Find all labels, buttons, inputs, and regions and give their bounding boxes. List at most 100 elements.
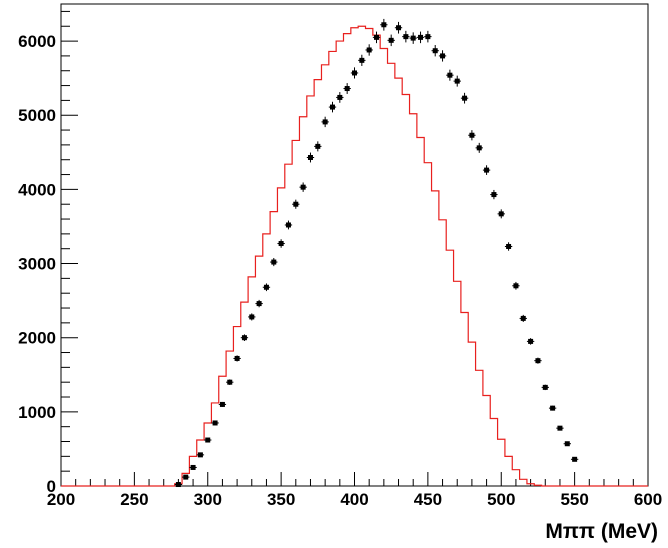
x-tick-label: 250 bbox=[120, 490, 148, 509]
data-point bbox=[285, 221, 292, 230]
data-marker bbox=[374, 35, 379, 40]
data-point bbox=[263, 283, 270, 291]
data-marker bbox=[477, 145, 482, 150]
data-marker bbox=[389, 38, 394, 43]
data-marker bbox=[440, 53, 445, 58]
data-marker bbox=[323, 119, 328, 124]
data-point bbox=[255, 300, 262, 307]
data-marker bbox=[271, 260, 276, 265]
data-marker bbox=[528, 339, 533, 344]
data-marker bbox=[484, 168, 489, 173]
data-marker bbox=[381, 22, 386, 27]
data-point bbox=[336, 92, 343, 103]
data-point bbox=[358, 55, 365, 66]
y-tick-label: 5000 bbox=[18, 106, 56, 125]
y-tick-label: 3000 bbox=[18, 255, 56, 274]
data-point bbox=[461, 93, 468, 104]
data-point bbox=[321, 117, 328, 127]
data-marker bbox=[411, 36, 416, 41]
data-point bbox=[204, 438, 211, 443]
data-marker bbox=[359, 58, 364, 63]
data-marker bbox=[396, 25, 401, 30]
x-tick-label: 500 bbox=[487, 490, 515, 509]
data-point bbox=[373, 32, 380, 44]
data-point bbox=[483, 165, 490, 175]
data-point bbox=[233, 355, 240, 361]
data-point bbox=[549, 406, 556, 411]
data-point bbox=[292, 200, 299, 209]
data-marker bbox=[345, 86, 350, 91]
data-point bbox=[564, 441, 571, 446]
data-marker bbox=[565, 441, 570, 446]
data-point bbox=[534, 358, 541, 364]
data-point bbox=[307, 153, 314, 163]
data-marker bbox=[191, 465, 196, 470]
data-marker bbox=[572, 457, 577, 462]
data-marker bbox=[557, 426, 562, 431]
data-point bbox=[556, 426, 563, 431]
data-point bbox=[211, 420, 218, 425]
data-point bbox=[410, 32, 417, 44]
data-point bbox=[476, 143, 483, 153]
data-point bbox=[512, 282, 519, 290]
data-marker bbox=[176, 482, 181, 487]
data-point bbox=[490, 190, 497, 199]
data-marker bbox=[242, 335, 247, 340]
data-point bbox=[277, 239, 284, 247]
data-marker bbox=[227, 380, 232, 385]
data-point bbox=[380, 19, 387, 31]
data-marker bbox=[249, 314, 254, 319]
data-marker bbox=[447, 73, 452, 78]
data-point bbox=[219, 402, 226, 407]
data-marker bbox=[235, 356, 240, 361]
x-tick-label: 600 bbox=[634, 490, 662, 509]
data-point bbox=[388, 35, 395, 46]
data-marker bbox=[264, 285, 269, 290]
data-point bbox=[424, 31, 431, 43]
data-marker bbox=[352, 70, 357, 75]
data-point bbox=[505, 242, 512, 250]
data-point bbox=[432, 45, 439, 56]
data-marker bbox=[315, 144, 320, 149]
data-marker bbox=[367, 47, 372, 52]
data-marker bbox=[293, 202, 298, 207]
data-point bbox=[241, 334, 248, 341]
data-marker bbox=[499, 211, 504, 216]
data-marker bbox=[418, 35, 423, 40]
data-marker bbox=[425, 34, 430, 39]
mc-step-histogram bbox=[61, 26, 648, 486]
y-tick-label: 6000 bbox=[18, 32, 56, 51]
data-marker bbox=[491, 192, 496, 197]
x-axis: 200 250 300 350 400 450 500 550 600 bbox=[47, 472, 662, 509]
data-point bbox=[527, 338, 534, 345]
data-point bbox=[417, 32, 424, 44]
data-marker bbox=[205, 438, 210, 443]
data-point bbox=[446, 70, 453, 81]
data-point bbox=[299, 182, 306, 191]
data-marker bbox=[183, 475, 188, 480]
data-point bbox=[468, 130, 475, 140]
data-point bbox=[343, 83, 350, 94]
y-tick-label: 0 bbox=[47, 477, 56, 496]
data-marker bbox=[330, 105, 335, 110]
data-point bbox=[351, 67, 358, 78]
data-marker bbox=[455, 79, 460, 84]
data-marker bbox=[513, 283, 518, 288]
data-point bbox=[226, 379, 233, 385]
x-tick-label: 400 bbox=[340, 490, 368, 509]
data-point bbox=[520, 315, 527, 322]
x-tick-label: 300 bbox=[194, 490, 222, 509]
data-point bbox=[542, 385, 549, 390]
y-tick-label: 1000 bbox=[18, 403, 56, 422]
data-marker bbox=[301, 185, 306, 190]
data-marker bbox=[279, 241, 284, 246]
data-series bbox=[61, 19, 648, 487]
data-marker bbox=[543, 385, 548, 390]
data-marker bbox=[433, 48, 438, 53]
data-marker bbox=[220, 402, 225, 407]
data-point bbox=[402, 31, 409, 43]
data-marker bbox=[550, 406, 555, 411]
data-marker bbox=[213, 420, 218, 425]
data-marker bbox=[535, 358, 540, 363]
data-point bbox=[439, 50, 446, 61]
